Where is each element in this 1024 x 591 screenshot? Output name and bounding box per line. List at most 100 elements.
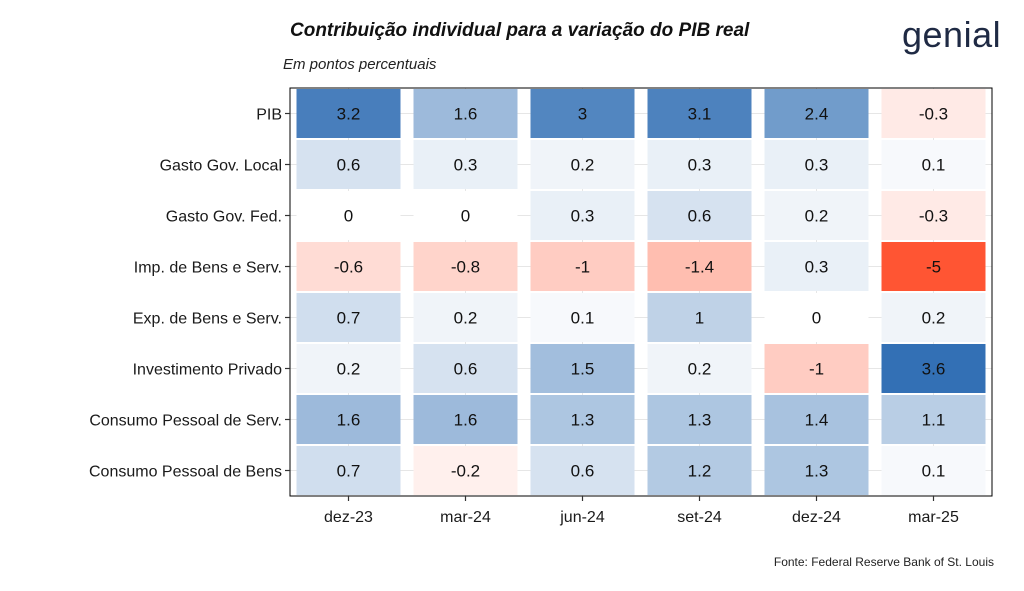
cell-value-label: 0.1: [922, 156, 946, 175]
heatmap-cell: [530, 140, 635, 189]
cell-value-label: 0: [461, 207, 470, 226]
heatmap-cell: [413, 446, 518, 495]
heatmap-cell: [881, 242, 986, 291]
cell-value-label: 0.3: [805, 156, 829, 175]
cell-value-label: 0.7: [337, 309, 361, 328]
heatmap-cell: [881, 446, 986, 495]
heatmap-cell: [296, 140, 401, 189]
heatmap-cell: [413, 89, 518, 138]
heatmap-cell: [296, 446, 401, 495]
x-tick-label: jun-24: [559, 509, 605, 526]
heatmap-cell: [296, 344, 401, 393]
heatmap-cell: [413, 242, 518, 291]
cell-value-label: 1.4: [805, 411, 829, 430]
cell-value-label: 0.2: [805, 207, 829, 226]
heatmap-cell: [647, 395, 752, 444]
axes-layer: PIB Gasto Gov. Local Gasto Gov. Fed. Imp. d…: [89, 87, 993, 526]
heatmap-cell: [530, 446, 635, 495]
heatmap-cell: [647, 293, 752, 342]
cell-value-label: 0.6: [688, 207, 712, 226]
heatmap-cell: [530, 293, 635, 342]
heatmap-cell: [530, 89, 635, 138]
x-tick-label: mar-24: [440, 509, 491, 526]
chart-subtitle: Em pontos percentuais: [283, 56, 437, 73]
cell-value-label: 0.1: [922, 462, 946, 481]
cell-value-label: 0.7: [337, 462, 361, 481]
heatmap-cell: [413, 344, 518, 393]
heatmap-cell: [530, 395, 635, 444]
heatmap-cell: [530, 242, 635, 291]
cell-value-label: 3.6: [922, 360, 946, 379]
y-tick-label: Gasto Gov. Fed.: [166, 209, 282, 226]
cell-value-label: 1.1: [922, 411, 946, 430]
cell-value-label: 0: [344, 207, 353, 226]
y-tick-label: Consumo Pessoal de Serv.: [89, 413, 282, 430]
cell-value-label: 0.6: [571, 462, 595, 481]
heatmap-cell: [647, 89, 752, 138]
cell-value-label: 3.1: [688, 105, 712, 124]
heatmap-cell: [647, 242, 752, 291]
cell-value-label: 0.2: [922, 309, 946, 328]
heatmap-cell: [881, 140, 986, 189]
heatmap-cell: [881, 395, 986, 444]
cell-value-label: 1.3: [571, 411, 595, 430]
cell-value-label: 3.2: [337, 105, 361, 124]
heatmap-cell: [413, 293, 518, 342]
y-tick-label: Consumo Pessoal de Bens: [89, 464, 282, 481]
cell-value-label: -0.8: [451, 258, 480, 277]
x-tick-label: mar-25: [908, 509, 959, 526]
cell-value-label: 1.2: [688, 462, 712, 481]
cell-value-label: 0: [812, 309, 821, 328]
heatmap-cell: [881, 89, 986, 138]
y-tick-label: PIB: [256, 107, 282, 124]
cell-value-label: 1.5: [571, 360, 595, 379]
cell-value-label: 3: [578, 105, 587, 124]
cell-value-label: 0.3: [454, 156, 478, 175]
heatmap-cell: [530, 344, 635, 393]
heatmap-cell: [764, 293, 869, 342]
cell-value-label: 0.6: [454, 360, 478, 379]
heatmap-cell: [296, 191, 401, 240]
heatmap-cell: [296, 395, 401, 444]
cell-value-label: 0.3: [688, 156, 712, 175]
heatmap-cell: [413, 140, 518, 189]
cell-value-label: 0.2: [337, 360, 361, 379]
heatmap-cell: [764, 191, 869, 240]
cell-value-label: 1.3: [688, 411, 712, 430]
cell-value-label: -1.4: [685, 258, 714, 277]
cells-layer: [296, 89, 986, 495]
cell-value-label: 0.6: [337, 156, 361, 175]
heatmap-cell: [530, 191, 635, 240]
heatmap-cell: [764, 89, 869, 138]
x-tick-label: dez-24: [792, 509, 841, 526]
cell-value-label: 1.6: [337, 411, 361, 430]
heatmap-cell: [647, 191, 752, 240]
cell-value-label: -0.3: [919, 207, 948, 226]
cell-value-label: 0.2: [688, 360, 712, 379]
labels-layer: 3.2 1.6 3 3.1 2.4 -0.3 0.6 0.3 0.2 0.3 0.3 0.1 0 0 0.3…: [334, 105, 948, 481]
heatmap-cell: [764, 140, 869, 189]
y-tick-label: Exp. de Bens e Serv.: [133, 311, 282, 328]
cell-value-label: -0.3: [919, 105, 948, 124]
cell-value-label: 0.3: [571, 207, 595, 226]
heatmap-cell: [881, 191, 986, 240]
cell-value-label: 1.3: [805, 462, 829, 481]
heatmap-cell: [764, 344, 869, 393]
heatmap-cell: [881, 344, 986, 393]
brand-logo: genial: [902, 14, 1002, 55]
cell-value-label: -0.6: [334, 258, 363, 277]
x-tick-label: dez-23: [324, 509, 373, 526]
x-tick-label: set-24: [677, 509, 722, 526]
cell-value-label: 0.2: [571, 156, 595, 175]
heatmap-cell: [647, 344, 752, 393]
cell-value-label: 1.6: [454, 105, 478, 124]
heatmap-cell: [413, 395, 518, 444]
cell-value-label: 0.1: [571, 309, 595, 328]
heatmap-cell: [647, 140, 752, 189]
cell-value-label: -1: [575, 258, 590, 277]
heatmap-cell: [881, 293, 986, 342]
heatmap-cell: [296, 242, 401, 291]
y-tick-label: Gasto Gov. Local: [160, 158, 282, 175]
cell-value-label: 0.3: [805, 258, 829, 277]
